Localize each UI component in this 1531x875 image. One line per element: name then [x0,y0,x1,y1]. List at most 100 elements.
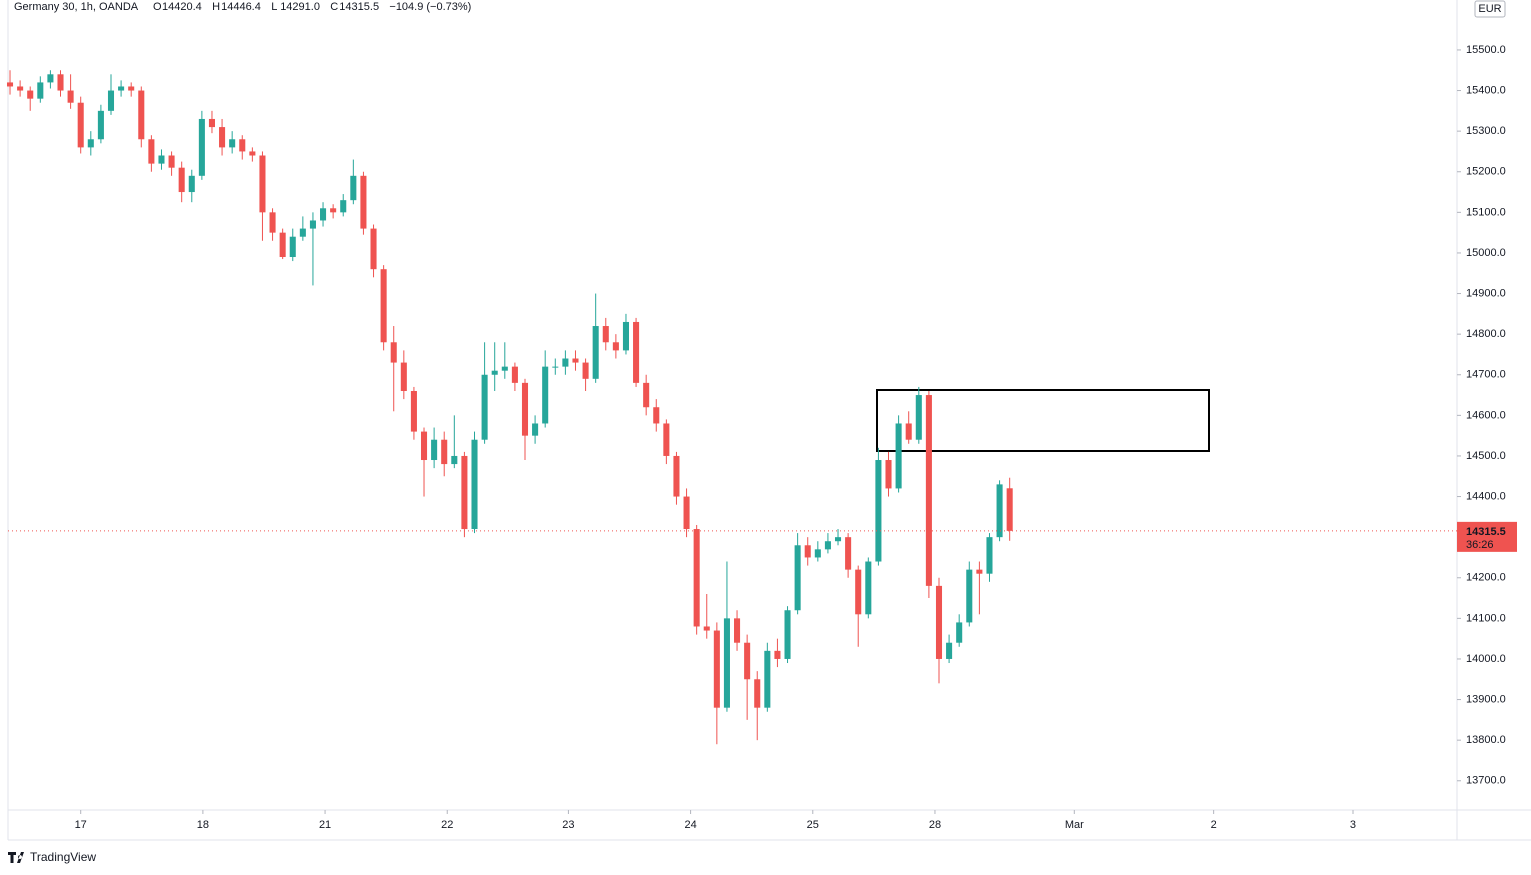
candle-body [986,537,993,574]
x-tick-label: 2 [1211,819,1217,831]
legend-header: Germany 30, 1h, OANDA O 14420.4 H 14446.4 L 1… [14,1,471,13]
candle-body [451,455,458,465]
candle-body [845,537,852,570]
candle-body [6,82,14,87]
candle-body [461,455,468,530]
candle-body [572,358,579,363]
candle-body [744,642,751,680]
candle-body [67,90,74,103]
candle-body [956,622,963,643]
candle-body [683,496,690,530]
y-tick-label: 15400.0 [1466,84,1506,96]
candle-body [128,86,135,91]
ohlc-value: 14446.4 [221,1,261,13]
candle-body [360,175,367,229]
candle-body [966,569,973,623]
x-tick-label: 25 [807,819,819,831]
candle-body [552,366,559,368]
y-tick-label: 14900.0 [1466,287,1506,299]
candle-body [47,74,54,83]
candle-body [774,650,781,659]
candle-body [320,208,327,221]
candle-body [633,321,640,383]
currency-badge[interactable] [1474,0,1506,18]
currency: EUR [1478,3,1501,15]
candle-body [521,382,529,436]
candle-body [946,642,953,659]
ohlc-value: 14291.0 [280,1,320,13]
candle-body [865,561,872,615]
candle-body [269,212,276,233]
candle-body [239,139,246,152]
candle-body [390,342,397,363]
y-tick-label: 15500.0 [1466,44,1506,56]
candle-body [188,175,195,193]
candle-body [663,423,670,456]
x-tick-label: 23 [562,819,574,831]
candle-body [471,439,478,530]
y-tick-label: 15300.0 [1466,125,1506,137]
candle-body [17,86,24,91]
candle-body [693,529,700,627]
y-tick-label: 13800.0 [1466,734,1506,746]
candle-body [57,74,64,91]
y-tick-label: 14100.0 [1466,612,1506,624]
candle-body [229,139,236,148]
ohlc-value: 14420.4 [162,1,202,13]
candle-body [602,326,609,343]
x-tick-label: 22 [441,819,453,831]
x-tick-label: 18 [197,819,209,831]
candle-body [653,407,660,424]
candle-body [380,269,387,343]
candle-body [97,110,104,140]
candle-body [27,90,34,99]
zone-rectangle[interactable] [876,389,1210,452]
candle-body [814,549,821,558]
candle-body [582,362,589,379]
candle-body [299,228,306,237]
ohlc-label: O [153,1,162,13]
countdown: 36:26 [1466,539,1494,551]
candle-body [491,370,498,375]
candle-body [723,618,730,708]
candle-body [400,362,407,391]
candle-body [431,439,438,461]
ohlc-label: C [330,1,338,13]
candle-body [925,395,932,586]
y-tick-label: 15100.0 [1466,206,1506,218]
candle-body [976,569,983,574]
y-tick-label: 13900.0 [1466,693,1506,705]
candle-body [764,650,771,708]
y-tick-label: 13700.0 [1466,775,1506,787]
candle-body [249,151,256,156]
candle-body [794,545,801,611]
ohlc-label: L [271,1,277,13]
candle-body [754,679,761,708]
candle-body [734,618,741,643]
x-tick-label: 21 [319,819,331,831]
candle-body [834,537,842,542]
candle-body [592,326,599,379]
candle-body [895,423,902,489]
candle-body [420,431,428,461]
candle-body [855,569,862,615]
ohlc-label: H [212,1,220,13]
candle-body [532,423,539,436]
candle-body [219,127,226,148]
candle-body [935,585,943,659]
candle-body [703,626,710,631]
candle-body [996,484,1003,538]
candle-body [511,366,518,383]
candle-body [824,541,831,550]
candle-body [1006,488,1013,531]
candle-body [643,382,650,408]
y-tick-label: 14500.0 [1466,450,1506,462]
candle-body [208,118,215,128]
candle-body [370,228,377,270]
candle-body [542,366,549,424]
candle-body [622,321,629,351]
candle-body [309,220,316,229]
x-tick-label: Mar [1065,819,1084,831]
